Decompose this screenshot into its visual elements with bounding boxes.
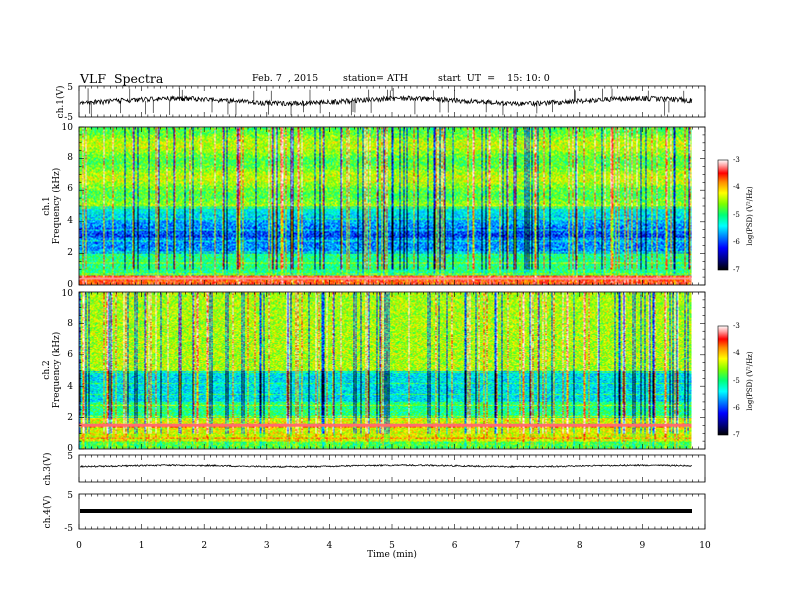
cb1-tick-m5: -5 bbox=[733, 211, 740, 219]
cb1-tick-m7: -7 bbox=[733, 266, 740, 274]
ch1-spectrogram-image bbox=[79, 127, 692, 285]
ch1-spec-ylabel-line2: Frequency (kHz) bbox=[51, 168, 62, 245]
colorbar-ch1: -3 -4 -5 -6 -7 log(PSD) (V²/Hz) bbox=[717, 156, 754, 274]
spec1-ytick-6: 6 bbox=[67, 184, 73, 194]
ch4-waveform-trace bbox=[80, 509, 692, 513]
spec2-ytick-6: 6 bbox=[67, 350, 73, 360]
x-tick-label-1: 1 bbox=[139, 541, 145, 551]
spec1-ytick-0: 0 bbox=[67, 280, 73, 290]
x-tick-label-9: 9 bbox=[640, 541, 646, 551]
date-label: Feb. 7 , 2015 bbox=[252, 73, 319, 84]
cb2-label: log(PSD) (V²/Hz) bbox=[746, 351, 754, 410]
ch2-spec-ylabel-line2: Frequency (kHz) bbox=[51, 332, 62, 409]
spec1-ytick-10: 10 bbox=[62, 123, 74, 133]
panel-ch4-waveform bbox=[78, 493, 706, 530]
cb1-tick-m4: -4 bbox=[733, 183, 740, 191]
ch4-ylabel: ch.4(V) bbox=[42, 496, 53, 529]
spec1-ytick-4: 4 bbox=[67, 216, 73, 226]
ch1-ytick-5: 5 bbox=[67, 83, 73, 93]
spec2-ytick-8: 8 bbox=[67, 319, 73, 329]
spec2-ytick-4: 4 bbox=[67, 382, 73, 392]
axis-ticks bbox=[78, 86, 706, 529]
ch1-ylabel: ch.1(V) bbox=[55, 86, 66, 119]
cb2-tick-m6: -6 bbox=[733, 404, 740, 412]
ch1-spec-ylabel-line1: ch.1 bbox=[42, 196, 52, 215]
spec1-ytick-2: 2 bbox=[67, 248, 73, 258]
ch4-ytick-5: 5 bbox=[67, 491, 73, 501]
start-ut-label: start UT = 15: 10: 0 bbox=[438, 73, 550, 84]
ch4-ytick-neg5: -5 bbox=[64, 524, 73, 534]
spec2-ytick-0: 0 bbox=[67, 444, 73, 454]
cb2-tick-m5: -5 bbox=[733, 377, 740, 385]
spec2-ytick-2: 2 bbox=[67, 413, 73, 423]
ch3-waveform-trace bbox=[79, 463, 692, 469]
spec1-ytick-8: 8 bbox=[67, 153, 73, 163]
x-tick-label-5: 5 bbox=[389, 541, 395, 551]
x-tick-label-3: 3 bbox=[264, 541, 270, 551]
ch3-ytick-5: 5 bbox=[67, 452, 73, 462]
cb1-tick-m3: -3 bbox=[733, 156, 740, 164]
spec2-ytick-10: 10 bbox=[62, 289, 74, 299]
x-tick-label-8: 8 bbox=[577, 541, 583, 551]
waveform-line bbox=[79, 463, 692, 469]
cb2-tick-m7: -7 bbox=[733, 431, 740, 439]
panel-ch2-spectrogram bbox=[78, 291, 706, 450]
ch2-spectrogram-image bbox=[79, 292, 692, 449]
x-tick-label-2: 2 bbox=[201, 541, 207, 551]
ch2-spec-ylabel-line1: ch.2 bbox=[42, 360, 52, 379]
x-tick-label-6: 6 bbox=[452, 541, 458, 551]
x-tick-label-0: 0 bbox=[76, 541, 82, 551]
x-tick-label-7: 7 bbox=[514, 541, 520, 551]
x-tick-label-10: 10 bbox=[699, 541, 711, 551]
panel-ch1-spectrogram bbox=[78, 126, 706, 286]
ch1-waveform-trace bbox=[79, 87, 693, 116]
cb1-tick-m6: -6 bbox=[733, 238, 740, 246]
cb1-label: log(PSD) (V²/Hz) bbox=[746, 186, 754, 245]
cb2-tick-m3: -3 bbox=[733, 322, 740, 330]
figure-title: VLF Spectra bbox=[80, 71, 164, 86]
x-tick-label-4: 4 bbox=[327, 541, 333, 551]
cb2-tick-m4: -4 bbox=[733, 349, 740, 357]
ch1-ytick-neg5: -5 bbox=[64, 113, 73, 123]
colorbar-ch2: -3 -4 -5 -6 -7 log(PSD) (V²/Hz) bbox=[717, 322, 754, 439]
x-axis-label: Time (min) bbox=[367, 549, 417, 560]
station-label: station= ATH bbox=[343, 73, 408, 84]
ch3-ylabel: ch.3(V) bbox=[42, 453, 53, 486]
